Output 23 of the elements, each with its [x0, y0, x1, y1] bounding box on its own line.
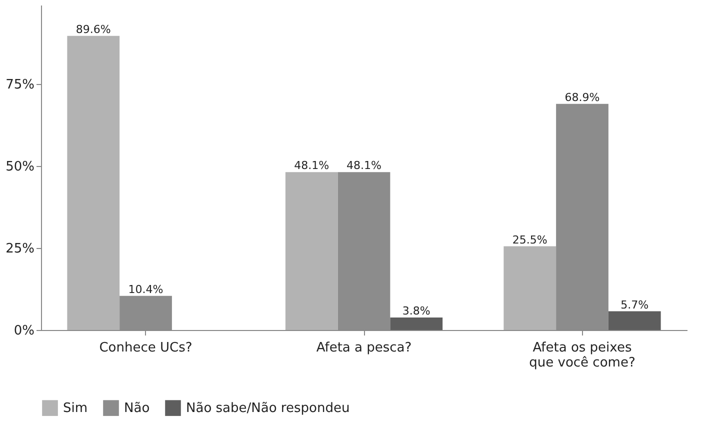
data-label: 48.1%	[346, 159, 382, 172]
bar	[285, 172, 338, 330]
legend-label: Não sabe/Não respondeu	[186, 401, 350, 416]
data-label: 25.5%	[512, 233, 548, 246]
data-label: 89.6%	[76, 22, 111, 36]
y-tick-label: 50%	[6, 159, 34, 174]
data-label: 3.8%	[402, 304, 430, 318]
data-label: 5.7%	[620, 298, 649, 312]
bar	[504, 246, 556, 330]
data-label: 10.4%	[128, 282, 164, 296]
y-tick-label: 75%	[6, 77, 34, 92]
bar	[608, 311, 661, 330]
legend-label: Sim	[63, 401, 88, 416]
x-tick-label: Afeta a pesca?	[316, 340, 412, 356]
y-tick-label: 25%	[6, 241, 34, 256]
y-tick-label: 0%	[14, 324, 34, 338]
data-label: 68.9%	[564, 90, 600, 104]
data-label: 48.1%	[294, 159, 330, 172]
x-tick-label: Afeta os peixes que você come?	[529, 340, 636, 370]
bar	[390, 318, 443, 330]
bar	[67, 36, 120, 330]
legend-label: Não	[124, 401, 150, 416]
x-tick-label: Conhece UCs?	[99, 340, 192, 356]
